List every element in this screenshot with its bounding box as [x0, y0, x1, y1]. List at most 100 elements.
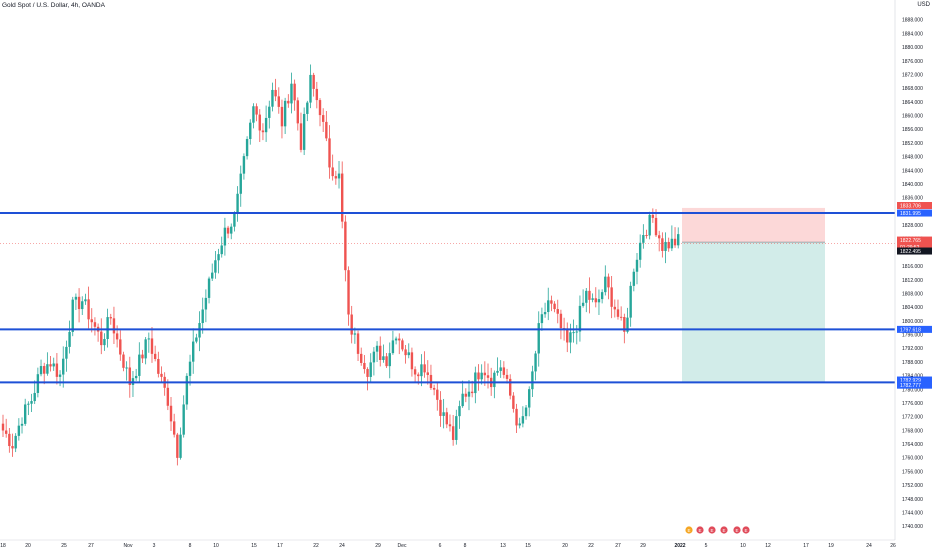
candle: [610, 275, 613, 319]
economic-event-icon[interactable]: E: [707, 525, 717, 535]
candle: [223, 217, 227, 256]
candle: [296, 97, 300, 131]
price-tick: 1884.000: [902, 31, 923, 37]
candle: [271, 82, 274, 112]
candle: [556, 299, 559, 324]
candle: [604, 265, 607, 296]
candle: [585, 287, 588, 313]
candle: [540, 307, 544, 331]
candle: [128, 356, 131, 398]
candle: [290, 72, 293, 114]
candle: [613, 299, 617, 318]
candle: [464, 388, 468, 403]
candle: [559, 309, 563, 340]
price-tick: 1864.000: [902, 100, 923, 106]
price-tick: 1816.000: [902, 264, 923, 270]
candle: [360, 347, 363, 366]
candle: [566, 322, 569, 353]
candle: [153, 345, 157, 362]
candle: [607, 273, 610, 300]
candle: [420, 354, 423, 387]
time-tick: 10: [740, 543, 746, 549]
candle: [673, 227, 677, 248]
candle: [499, 360, 502, 378]
candle: [439, 391, 442, 427]
candle: [423, 351, 426, 378]
price-label: 1833.706: [897, 202, 932, 210]
svg-text:1782.777: 1782.777: [900, 383, 921, 389]
candle: [448, 414, 452, 432]
candle: [642, 224, 645, 249]
candle: [461, 380, 464, 408]
candle: [619, 306, 623, 321]
candle: [106, 308, 109, 348]
economic-event-icon[interactable]: E: [684, 525, 694, 535]
take-profit-zone[interactable]: [682, 242, 825, 383]
candle: [58, 370, 62, 387]
price-tick: 1772.000: [902, 415, 923, 421]
candle: [62, 346, 65, 388]
price-tick: 1780.000: [902, 387, 923, 393]
candle: [486, 363, 490, 389]
svg-text:E: E: [722, 528, 725, 533]
candle: [502, 361, 506, 379]
economic-event-icon[interactable]: E: [719, 525, 729, 535]
candle: [670, 225, 674, 252]
candle: [77, 288, 81, 323]
candle: [369, 353, 372, 382]
price-tick: 1748.000: [902, 497, 923, 503]
candle: [518, 417, 521, 429]
candle: [147, 332, 151, 353]
candles: [1, 64, 680, 466]
candle: [309, 64, 312, 109]
time-tick: 22: [588, 543, 594, 549]
price-tick: 1836.000: [902, 196, 923, 202]
candle: [591, 293, 594, 303]
economic-event-icon[interactable]: E: [695, 525, 705, 535]
svg-text:E: E: [687, 528, 690, 533]
candle: [496, 357, 499, 376]
candle: [537, 311, 540, 367]
time-tick: 26: [890, 543, 896, 549]
price-tick: 1848.000: [902, 155, 923, 161]
time-tick: 17: [277, 543, 283, 549]
candle: [597, 289, 601, 316]
candle: [366, 367, 369, 391]
candle: [363, 355, 366, 374]
price-tick: 1876.000: [902, 59, 923, 65]
candle: [17, 418, 21, 441]
candle: [328, 125, 331, 179]
price-labels: 1833.7061831.9951822.76501:29:521822.495…: [897, 202, 932, 389]
candle: [236, 186, 239, 222]
price-tick: 1888.000: [902, 18, 923, 24]
candle: [90, 308, 93, 333]
price-label: 1822.765: [897, 236, 932, 244]
candle: [356, 330, 360, 361]
candle: [312, 72, 315, 97]
candle: [81, 296, 84, 316]
candle: [255, 103, 258, 122]
candle: [141, 349, 144, 364]
price-tick: 1852.000: [902, 141, 923, 147]
time-tick: 12: [765, 543, 771, 549]
candle: [413, 366, 417, 383]
price-tick: 1868.000: [902, 86, 923, 92]
candle: [648, 211, 651, 240]
time-tick: 5: [705, 543, 708, 549]
time-tick: 2022: [674, 543, 685, 549]
time-tick: 29: [640, 543, 646, 549]
candle: [207, 276, 211, 304]
time-tick: 13: [500, 543, 506, 549]
candle: [543, 302, 547, 318]
time-tick: 10: [213, 543, 219, 549]
candle: [534, 350, 537, 381]
candle: [11, 433, 14, 457]
economic-event-icon[interactable]: E: [741, 525, 751, 535]
price-tick: 1796.000: [902, 333, 923, 339]
candle: [226, 225, 230, 239]
economic-event-icon[interactable]: E: [732, 525, 742, 535]
candle: [509, 374, 512, 400]
candle: [249, 119, 252, 145]
